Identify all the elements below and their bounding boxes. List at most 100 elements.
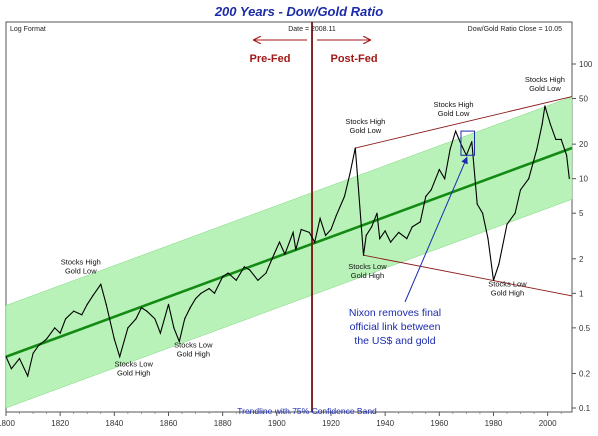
data-point-50 [330, 228, 332, 231]
y-tick-label: 1 [579, 289, 584, 298]
data-point-76 [476, 203, 478, 205]
upper-channel-line [355, 96, 573, 149]
data-point-2 [18, 357, 21, 360]
data-point-1 [10, 368, 12, 370]
data-point-18 [127, 327, 129, 329]
data-point-75 [471, 141, 473, 143]
data-point-36 [243, 266, 245, 268]
annotation-line: Stocks High [434, 100, 474, 109]
data-point-43 [292, 231, 294, 233]
callout-line: the US$ and gold [354, 335, 435, 347]
data-point-14 [100, 283, 102, 285]
data-point-78 [487, 238, 489, 240]
data-point-26 [178, 340, 180, 343]
data-point-8 [59, 332, 61, 334]
data-point-28 [189, 307, 191, 309]
data-point-29 [195, 298, 197, 300]
data-point-69 [438, 169, 440, 171]
data-point-24 [167, 303, 170, 305]
data-point-81 [506, 223, 508, 225]
data-point-83 [519, 189, 522, 191]
annotation-line: Stocks Low [348, 262, 387, 271]
data-point-33 [222, 276, 224, 278]
data-point-39 [265, 272, 267, 274]
data-point-87 [544, 105, 546, 107]
close-readout: Dow/Gold Ratio Close = 10.05 [468, 26, 562, 33]
y-tick-label: 5 [579, 209, 584, 218]
post-fed-label: Post-Fed [330, 53, 377, 65]
data-point-3 [27, 375, 29, 377]
data-point-16 [113, 338, 115, 340]
data-point-89 [555, 138, 557, 140]
data-point-71 [449, 148, 451, 150]
y-tick-label: 10 [579, 175, 588, 184]
data-point-46 [308, 231, 310, 233]
data-point-7 [54, 327, 56, 329]
data-point-44 [295, 249, 297, 251]
x-tick-label: 1840 [105, 419, 123, 428]
data-point-70 [444, 178, 446, 180]
data-point-88 [549, 123, 551, 125]
annotation-line: Stocks High [345, 117, 385, 126]
data-point-27 [184, 318, 186, 320]
data-point-25 [173, 327, 175, 329]
data-point-52 [343, 195, 346, 197]
data-point-34 [227, 272, 229, 274]
y-tick-label: 100 [579, 60, 593, 69]
x-tick-label: 1960 [430, 419, 448, 428]
data-point-56 [362, 254, 365, 256]
data-point-5 [37, 345, 40, 347]
annotation-line: Stocks Low [488, 279, 527, 288]
scale-label: Log Format [10, 26, 46, 33]
y-axis: 0.1 0.2 0.5 1 2 5 10 20 50 100 [572, 60, 593, 413]
data-point-48 [319, 217, 321, 219]
x-tick-label: 1940 [376, 419, 394, 428]
data-point-12 [86, 303, 88, 305]
data-point-85 [536, 148, 538, 150]
x-axis: 1800 1820 1840 1860 1880 1900 1920 1940 1960 1980… [0, 412, 562, 428]
data-point-82 [514, 212, 516, 214]
nixon-arrow [404, 156, 468, 303]
x-tick-label: 1800 [0, 419, 15, 428]
x-tick-label: 2000 [539, 419, 557, 428]
data-point-41 [278, 241, 281, 243]
data-point-30 [200, 292, 202, 294]
data-point-59 [376, 212, 378, 214]
annotation-line: Gold High [177, 350, 210, 359]
data-point-55 [357, 183, 359, 185]
annotation-line: Gold Low [529, 84, 561, 93]
nixon-highlight-box [460, 130, 476, 156]
data-point-92 [568, 177, 570, 179]
data-point-79 [492, 279, 495, 281]
data-point-13 [92, 295, 94, 297]
data-point-49 [325, 234, 327, 236]
data-point-38 [257, 279, 259, 281]
data-point-58 [371, 226, 373, 228]
lower-channel-line [363, 254, 573, 297]
data-point-53 [349, 173, 351, 175]
x-tick-label: 1900 [268, 419, 286, 428]
annotation-line: Gold High [117, 369, 150, 378]
data-point-60 [379, 238, 381, 240]
annotation-line: Gold High [351, 271, 384, 280]
data-point-67 [425, 195, 427, 197]
annotation-line: Gold Low [350, 126, 382, 135]
annotation-line: Stocks Low [115, 360, 154, 369]
y-tick-label: 2 [579, 255, 584, 264]
data-point-68 [430, 189, 432, 191]
data-point-72 [455, 130, 457, 132]
annotation-line: Gold High [491, 288, 524, 297]
data-point-4 [32, 352, 34, 354]
data-point-19 [135, 318, 137, 320]
annotation-line: Stocks High [61, 257, 101, 266]
data-point-54 [354, 147, 356, 149]
data-point-84 [528, 178, 530, 180]
data-point-10 [73, 310, 75, 312]
data-point-90 [560, 138, 562, 140]
x-tick-label: 1820 [51, 419, 69, 428]
